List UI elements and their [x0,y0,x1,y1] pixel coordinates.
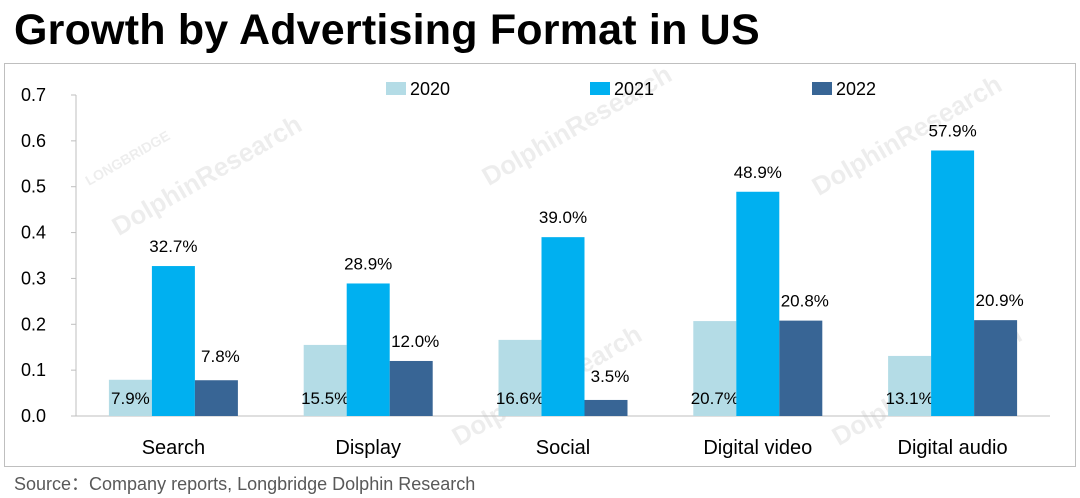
bar-2020 [498,339,542,416]
y-tick-label: 0.6 [21,131,46,151]
bar-2021 [931,150,975,417]
x-tick-label: Digital audio [898,437,1008,459]
data-label-2022: 12.0% [391,332,439,351]
data-label-2021: 48.9% [734,163,782,182]
data-label-2022: 20.9% [975,291,1023,310]
data-label-2020: 16.6% [496,389,544,408]
bar-2022 [779,320,823,416]
source-note: Source：Company reports, Longbridge Dolph… [14,474,476,494]
chart-frame [4,63,1076,467]
legend-label-2020: 2020 [410,79,450,99]
data-label-2021: 28.9% [344,254,392,273]
data-label-2021: 32.7% [149,237,197,256]
legend-swatch-2021 [590,82,610,95]
data-label-2022: 3.5% [591,367,630,386]
x-tick-label: Social [536,437,590,459]
y-tick-label: 0.5 [21,177,46,197]
chart-title: Growth by Advertising Format in US [14,6,760,54]
y-tick-label: 0.7 [21,85,46,105]
bar-2021 [346,283,390,416]
y-tick-label: 0.3 [21,268,46,288]
legend-swatch-2022 [812,82,832,95]
legend-label-2022: 2022 [836,79,876,99]
bar-2021 [151,266,195,416]
y-tick-label: 0.1 [21,360,46,380]
bar-2022 [974,320,1018,416]
bar-2020 [888,355,932,416]
x-tick-label: Display [335,437,401,459]
bar-2022 [584,399,628,416]
bar-2022 [389,360,433,416]
x-tick-label: Digital video [703,437,812,459]
data-label-2021: 57.9% [928,121,976,140]
data-label-2020: 13.1% [885,389,933,408]
y-tick-label: 0.4 [21,223,46,243]
bar-2020 [108,379,152,416]
x-tick-label: Search [142,437,205,459]
data-label-2020: 20.7% [691,389,739,408]
data-label-2022: 7.8% [201,347,240,366]
data-label-2021: 39.0% [539,208,587,227]
legend-swatch-2020 [386,82,406,95]
bar-2020 [693,321,737,416]
bar-2022 [194,380,238,416]
bar-2020 [303,344,347,416]
data-label-2020: 7.9% [111,389,150,408]
bar-2021 [736,191,780,416]
bar-2021 [541,237,585,416]
y-tick-label: 0.0 [21,406,46,426]
data-label-2020: 15.5% [301,389,349,408]
y-tick-label: 0.2 [21,314,46,334]
data-label-2022: 20.8% [781,292,829,311]
legend-label-2021: 2021 [614,79,654,99]
